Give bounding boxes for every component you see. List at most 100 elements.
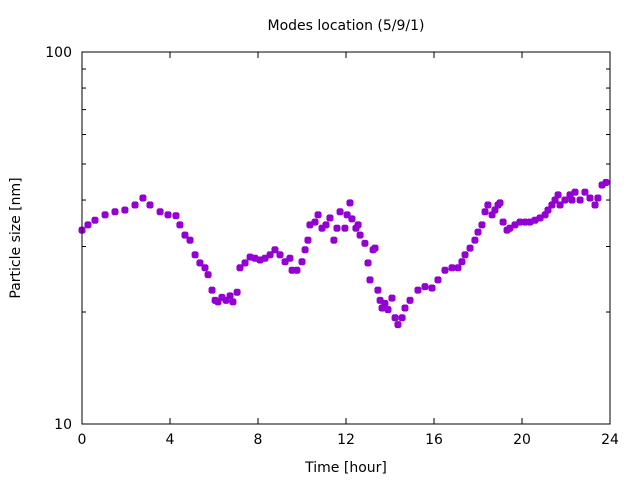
data-point <box>301 246 309 254</box>
data-point <box>354 221 362 229</box>
data-point <box>352 224 360 232</box>
data-point <box>181 231 189 239</box>
data-point <box>366 276 374 284</box>
data-point <box>111 208 119 216</box>
x-tick-label: 0 <box>78 432 87 448</box>
data-point <box>271 246 279 254</box>
data-point <box>499 218 507 226</box>
data-point <box>361 239 369 247</box>
data-point <box>196 259 204 267</box>
data-point <box>511 221 519 229</box>
data-point <box>481 208 489 216</box>
data-point <box>201 264 209 272</box>
data-point <box>376 296 384 304</box>
data-point <box>548 201 556 209</box>
data-point <box>336 208 344 216</box>
data-point <box>146 201 154 209</box>
data-point <box>561 196 569 204</box>
data-point <box>84 221 92 229</box>
data-point <box>251 254 259 262</box>
y-axis-label: Particle size [nm] <box>8 177 24 298</box>
data-point <box>414 286 422 294</box>
data-point <box>343 211 351 219</box>
plot-border <box>81 51 611 425</box>
x-tick-label: 24 <box>601 432 619 448</box>
x-tick-label: 16 <box>425 432 443 448</box>
y-tick-label: 100 <box>45 45 72 61</box>
data-point <box>276 251 284 259</box>
data-point <box>101 211 109 219</box>
data-point <box>226 292 234 300</box>
data-point <box>516 218 524 226</box>
x-tick-label: 4 <box>166 432 175 448</box>
data-point <box>246 253 254 261</box>
data-point <box>406 296 414 304</box>
data-point <box>576 196 584 204</box>
data-point <box>581 188 589 196</box>
data-point <box>306 221 314 229</box>
data-point <box>256 256 264 264</box>
data-point <box>204 271 212 279</box>
data-point <box>441 266 449 274</box>
data-point <box>333 224 341 232</box>
x-tick-label: 12 <box>337 432 355 448</box>
data-point <box>421 283 429 291</box>
data-point <box>311 218 319 226</box>
data-point <box>374 286 382 294</box>
data-point <box>384 306 392 314</box>
data-point <box>461 251 469 259</box>
data-point <box>156 208 164 216</box>
data-point <box>330 236 338 244</box>
data-point <box>222 296 230 304</box>
data-point <box>586 194 594 202</box>
data-point <box>551 196 559 204</box>
data-point <box>466 244 474 252</box>
data-point <box>266 251 274 259</box>
data-point <box>556 201 564 209</box>
data-point <box>488 211 496 219</box>
data-point <box>454 264 462 272</box>
data-point <box>218 293 226 301</box>
data-point <box>394 321 402 329</box>
data-point <box>298 258 306 266</box>
data-point <box>591 201 599 209</box>
data-point <box>434 276 442 284</box>
data-point <box>214 298 222 306</box>
data-point <box>398 314 406 322</box>
data-point <box>326 214 334 222</box>
data-point <box>233 288 241 296</box>
data-point <box>448 264 456 272</box>
data-point <box>341 224 349 232</box>
x-tick-label: 20 <box>513 432 531 448</box>
data-point <box>121 206 129 214</box>
data-point <box>566 191 574 199</box>
data-point <box>304 236 312 244</box>
data-point <box>314 211 322 219</box>
y-tick-label: 10 <box>54 417 72 433</box>
data-point <box>471 236 479 244</box>
data-point <box>568 196 576 204</box>
data-point <box>478 221 486 229</box>
data-point <box>388 294 396 302</box>
data-point <box>293 266 301 274</box>
data-point <box>458 258 466 266</box>
data-point <box>318 224 326 232</box>
data-point <box>371 244 379 252</box>
data-point <box>172 212 180 220</box>
data-point <box>594 194 602 202</box>
data-point <box>521 218 529 226</box>
data-point <box>474 228 482 236</box>
data-point <box>531 216 539 224</box>
data-point <box>391 314 399 322</box>
data-point <box>139 194 147 202</box>
data-point <box>356 231 364 239</box>
data-point <box>164 211 172 219</box>
data-point <box>229 298 237 306</box>
data-point <box>288 266 296 274</box>
data-point <box>131 201 139 209</box>
data-point <box>541 211 549 219</box>
data-point <box>348 215 356 223</box>
data-point <box>346 199 354 207</box>
data-point <box>526 218 534 226</box>
